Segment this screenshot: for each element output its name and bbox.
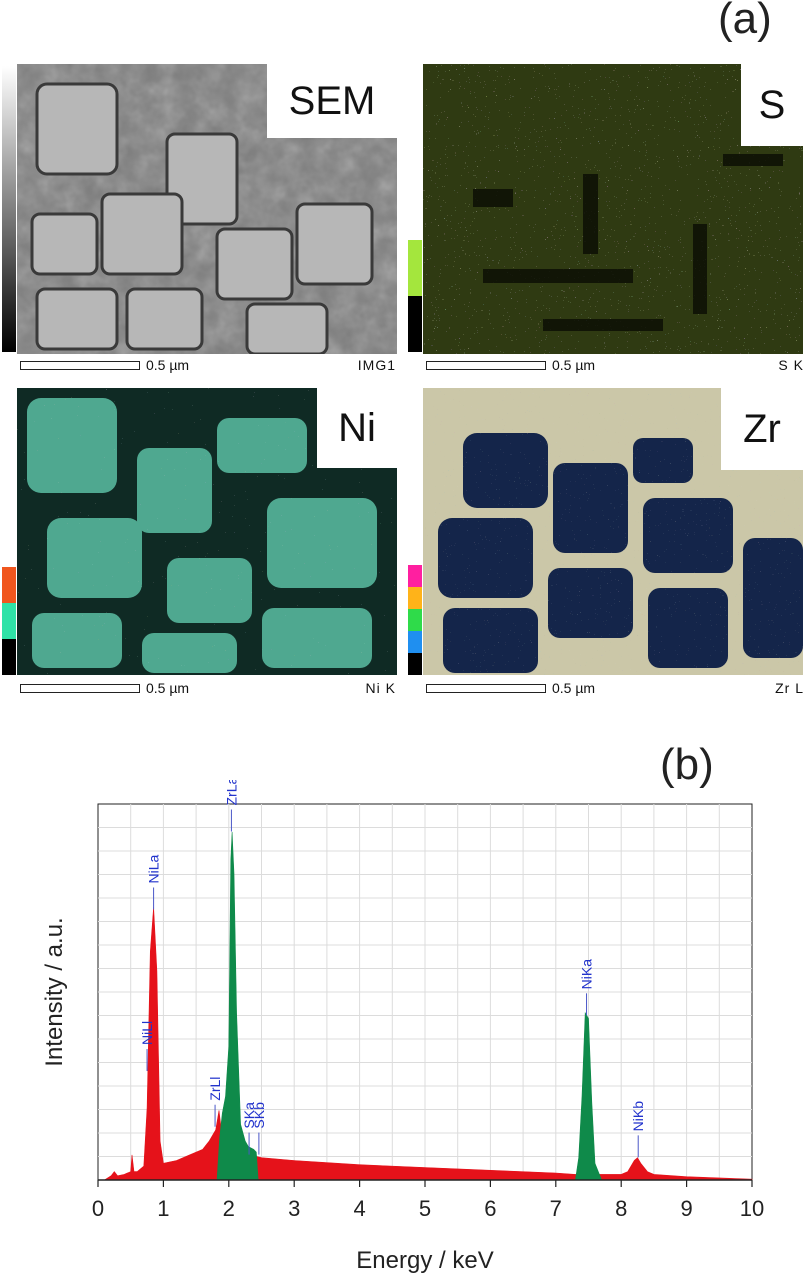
x-tick-label-5: 5: [419, 1196, 431, 1221]
ni-scalebar: 0.5 µm Ni K: [20, 680, 396, 698]
zr-scale-text: 0.5 µm: [552, 680, 596, 696]
x-tick-label-7: 7: [550, 1196, 562, 1221]
zr-colorbar: [408, 565, 422, 675]
x-tick-label-9: 9: [680, 1196, 692, 1221]
grid-lines: [98, 804, 752, 1180]
peak-label-SKb: SKb: [251, 1102, 267, 1129]
x-tick-label-10: 10: [740, 1196, 764, 1221]
sem-image: SEM: [17, 64, 397, 354]
peak-label-ZrLl: ZrLl: [207, 1077, 223, 1101]
s-badge: S: [741, 64, 803, 146]
ni-map-image: Ni: [17, 388, 397, 678]
peak-label-ZrLa: ZrLa: [223, 780, 239, 805]
sem-tag: IMG1: [357, 357, 396, 373]
x-axis-ticks: 0 1 2 3 4 5 6 7 8 9 10: [92, 1180, 764, 1221]
zr-scalebar: 0.5 µm Zr L: [426, 680, 804, 698]
x-tick-label-6: 6: [484, 1196, 496, 1221]
peak-label-NiLl: NiLl: [139, 1021, 155, 1045]
ni-tag: Ni K: [365, 680, 396, 696]
x-tick-label-8: 8: [615, 1196, 627, 1221]
x-tick-label-2: 2: [223, 1196, 235, 1221]
panel-a-label: (a): [718, 0, 772, 43]
zr-map-image: Zr: [423, 388, 803, 678]
x-tick-label-0: 0: [92, 1196, 104, 1221]
x-tick-label-4: 4: [353, 1196, 365, 1221]
zr-badge: Zr: [721, 388, 803, 470]
s-tag: S K: [778, 357, 804, 373]
x-tick-label-3: 3: [288, 1196, 300, 1221]
peak-label-NiLa: NiLa: [146, 854, 162, 883]
y-axis-title: Intensity / a.u.: [41, 917, 68, 1066]
ni-scale-text: 0.5 µm: [146, 680, 190, 696]
s-map-image: S: [423, 64, 803, 354]
s-colorbar: [408, 240, 422, 352]
sem-scale-text: 0.5 µm: [146, 357, 190, 373]
peak-label-NiKb: NiKb: [630, 1101, 646, 1132]
s-scale-text: 0.5 µm: [552, 357, 596, 373]
x-axis-title: Energy / keV: [356, 1247, 493, 1274]
peak-label-NiKa: NiKa: [579, 959, 595, 990]
ni-colorbar: [2, 567, 16, 675]
spectrum-area-2: [216, 831, 603, 1181]
sem-scalebar: 0.5 µm IMG1: [20, 357, 396, 375]
s-scalebar: 0.5 µm S K: [426, 357, 804, 375]
zr-tag: Zr L: [775, 680, 804, 696]
peak-label-SKa: SKa: [241, 1102, 257, 1129]
sem-colorbar: [2, 66, 16, 352]
panel-b-label: (b): [660, 740, 714, 789]
ni-badge: Ni: [317, 388, 397, 468]
spectrum-areas: [103, 831, 753, 1181]
sem-badge: SEM: [267, 64, 397, 138]
x-tick-label-1: 1: [157, 1196, 169, 1221]
